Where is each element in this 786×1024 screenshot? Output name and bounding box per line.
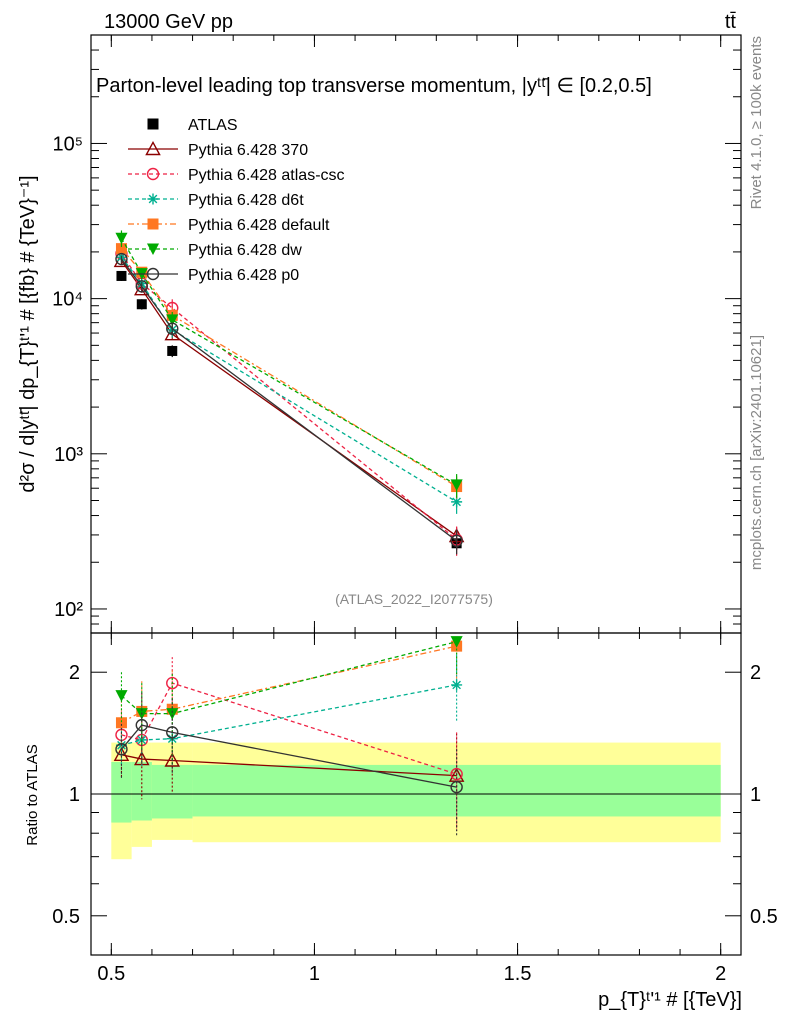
ratio-series-3 (115, 636, 463, 760)
ratio-series-5 (115, 692, 463, 836)
uncertainty-band-green (151, 764, 193, 819)
axis-ticks: 0.5 1 1.5 2 10² 10³ 10⁴ 10⁵ 0.5 0.5 1 1 2 2 (52, 34, 778, 985)
x-tick-label: 1.5 (504, 963, 532, 985)
ratio-point (164, 752, 181, 767)
y-tick-label: 10² (54, 599, 83, 621)
data-point (166, 322, 179, 335)
series-line (120, 256, 457, 503)
legend-label: Pythia 6.428 d6t (188, 192, 304, 209)
data-point (167, 345, 178, 356)
ratio-point (166, 676, 179, 690)
x-axis-label: p_{T}ᵗ'¹ # [{TeV}] (598, 989, 742, 1011)
data-point (136, 299, 147, 310)
legend-item: ATLAS (147, 117, 238, 134)
y-tick-label: 10⁴ (52, 289, 83, 311)
ratio-line (121, 684, 457, 746)
rivet-label: Rivet 4.1.0, ≥ 100k events (748, 36, 765, 209)
x-tick-label: 0.5 (97, 963, 125, 985)
ratio-y-tick-label-right: 1 (750, 784, 761, 806)
series-3 (115, 251, 463, 514)
data-point (116, 270, 127, 281)
ratio-y-tick-label: 2 (69, 662, 80, 684)
legend-item: Pythia 6.428 370 (128, 140, 308, 159)
ratio-y-tick-label: 1 (69, 784, 80, 806)
series-line (120, 248, 457, 488)
legend-label: ATLAS (188, 117, 238, 134)
ratio-point (450, 767, 463, 781)
legend-item: Pythia 6.428 default (128, 217, 330, 234)
ratio-y-tick-label-right: 0.5 (750, 906, 778, 928)
legend-item: Pythia 6.428 atlas-csc (128, 167, 345, 184)
ratio-series-group (113, 636, 465, 836)
legend-marker (146, 267, 160, 281)
ratio-point (115, 690, 128, 702)
legend-item: Pythia 6.428 d6t (128, 192, 304, 209)
data-point (450, 479, 463, 491)
legend-item: Pythia 6.428 p0 (128, 267, 299, 284)
mcplots-label: mcplots.cern.ch [arXiv:2401.10621] (748, 335, 765, 570)
legend-marker (146, 167, 160, 181)
series-6 (115, 252, 463, 555)
ratio-bands (91, 742, 741, 860)
series-line (120, 253, 458, 541)
analysis-watermark: (ATLAS_2022_I2077575) (335, 591, 493, 607)
ratio-point (166, 726, 179, 739)
data-point (166, 314, 179, 326)
legend-label: Pythia 6.428 p0 (188, 267, 299, 284)
legend-marker (147, 193, 159, 205)
data-point (115, 243, 127, 255)
data-point (450, 534, 463, 547)
y-tick-label: 10⁵ (52, 133, 83, 155)
legend-label: Pythia 6.428 dw (188, 242, 302, 259)
ratio-point (115, 743, 128, 756)
ratio-line (121, 754, 457, 777)
ratio-point (450, 636, 463, 648)
x-tick-label: 1 (309, 963, 320, 985)
data-point (115, 232, 128, 245)
ratio-point (451, 679, 463, 691)
ratio-line (121, 641, 457, 715)
ratio-point (166, 708, 179, 720)
data-point (115, 252, 128, 266)
ratio-y-axis-label: Ratio to ATLAS (24, 744, 41, 845)
data-point (135, 280, 148, 293)
data-point (451, 496, 463, 508)
main-series-group (113, 230, 465, 556)
legend: ATLAS Pythia 6.428 370 Pythia 6.428 atlas-… (128, 117, 345, 284)
ratio-point (115, 717, 127, 729)
series-line (120, 258, 458, 542)
ratio-y-tick-label: 0.5 (52, 906, 80, 928)
y-axis-label: d²σ / d|yᵗᵗ̄| dp_{T}ᵗ'¹ # [{fb} # {TeV}⁻… (17, 175, 39, 492)
legend-marker (146, 243, 160, 256)
legend-marker (145, 140, 161, 156)
ratio-line (120, 724, 457, 788)
process-label: tt̄ (725, 11, 737, 33)
legend-label: Pythia 6.428 default (188, 217, 330, 234)
legend-item: Pythia 6.428 dw (128, 242, 302, 259)
series-2 (115, 247, 463, 556)
ratio-point (450, 780, 463, 794)
series-line (120, 237, 457, 486)
uncertainty-band-green (111, 761, 132, 823)
legend-label: Pythia 6.428 atlas-csc (188, 167, 345, 184)
chart-title: Parton-level leading top transverse mome… (96, 75, 652, 97)
energy-label: 13000 GeV pp (104, 11, 233, 33)
legend-marker (147, 118, 159, 130)
x-tick-label: 2 (715, 963, 726, 985)
legend-marker (147, 218, 159, 230)
y-tick-label: 10³ (54, 444, 83, 466)
legend-label: Pythia 6.428 370 (188, 142, 308, 159)
ratio-y-tick-label-right: 2 (750, 662, 761, 684)
ratio-point (135, 718, 148, 732)
